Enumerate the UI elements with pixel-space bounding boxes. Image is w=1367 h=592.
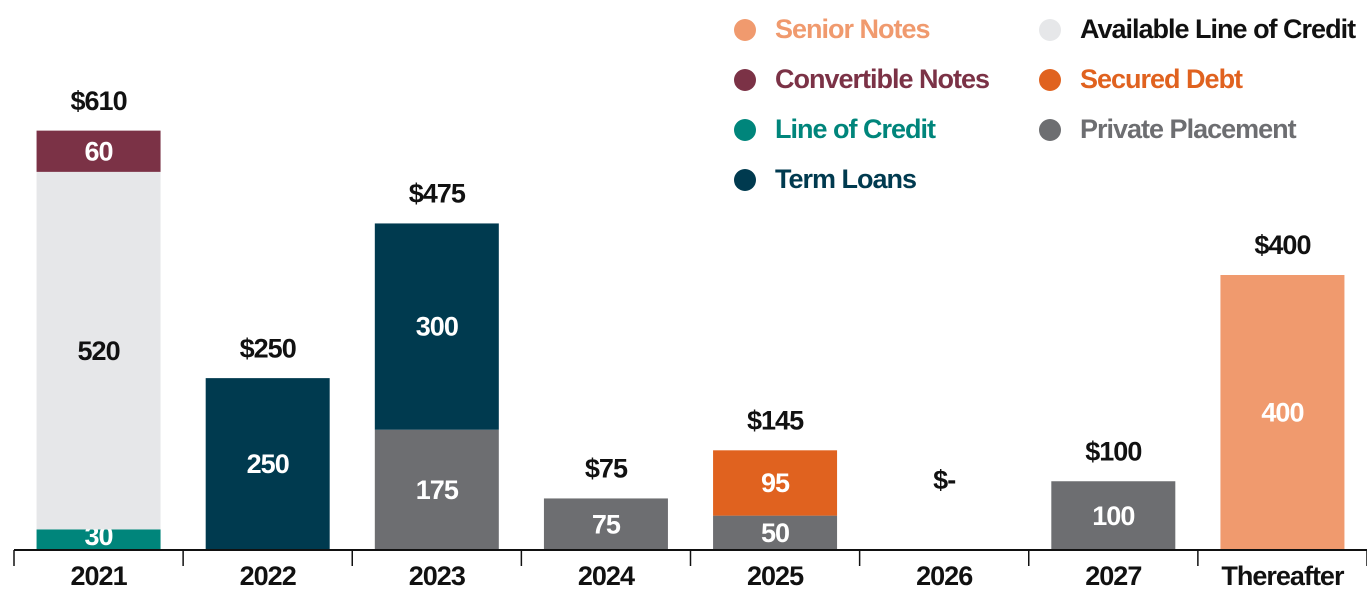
total-label: $400 — [1254, 230, 1310, 260]
legend-label: Senior Notes — [775, 14, 930, 44]
total-label: $75 — [585, 454, 628, 484]
legend-swatch — [734, 19, 756, 41]
legend-label: Secured Debt — [1080, 64, 1243, 94]
segment-label: 60 — [85, 136, 113, 166]
segment-label: 300 — [416, 312, 458, 342]
x-tick-label: 2026 — [916, 561, 973, 591]
total-label: $- — [933, 465, 955, 495]
x-tick-label: 2024 — [578, 561, 635, 591]
bar-segment — [1220, 275, 1345, 550]
bar-segment — [1051, 481, 1176, 550]
bar-segment — [713, 515, 838, 550]
bar-segment — [543, 498, 668, 550]
x-tick-label: 2021 — [71, 561, 128, 591]
bar-segment — [374, 429, 499, 550]
bar-segment — [36, 529, 161, 550]
segment-label: 175 — [416, 475, 459, 505]
legend-label: Available Line of Credit — [1080, 14, 1356, 44]
total-label: $250 — [240, 333, 296, 363]
bar-segment — [713, 450, 838, 516]
segment-label: 400 — [1261, 398, 1303, 428]
legend-swatch — [1039, 119, 1061, 141]
legend-swatch — [734, 69, 756, 91]
x-tick-label: 2023 — [409, 561, 466, 591]
segment-label: 95 — [761, 468, 790, 498]
segment-label: 100 — [1092, 501, 1134, 531]
x-tick-label: 2022 — [240, 561, 296, 591]
total-label: $610 — [71, 86, 127, 116]
legend-swatch — [1039, 19, 1061, 41]
legend-label: Private Placement — [1080, 114, 1297, 144]
legend-swatch — [1039, 69, 1061, 91]
total-label: $145 — [747, 405, 804, 435]
x-tick-label: 2025 — [747, 561, 804, 591]
legend-label: Term Loans — [775, 164, 916, 194]
legend-swatch — [734, 119, 756, 141]
bar-segment — [205, 378, 330, 550]
segment-label: 520 — [78, 336, 120, 366]
x-tick-label: 2027 — [1085, 561, 1141, 591]
bar-segment — [36, 171, 161, 530]
x-tick-label: Thereafter — [1221, 561, 1345, 591]
legend-label: Convertible Notes — [775, 64, 989, 94]
total-label: $100 — [1085, 436, 1141, 466]
segment-label: 250 — [247, 449, 289, 479]
segment-label: 50 — [761, 518, 789, 548]
bar-segment — [36, 130, 161, 172]
segment-label: 75 — [592, 509, 621, 539]
legend-swatch — [734, 169, 756, 191]
legend-label: Line of Credit — [775, 114, 936, 144]
total-label: $475 — [409, 179, 466, 209]
bar-segment — [374, 223, 499, 430]
